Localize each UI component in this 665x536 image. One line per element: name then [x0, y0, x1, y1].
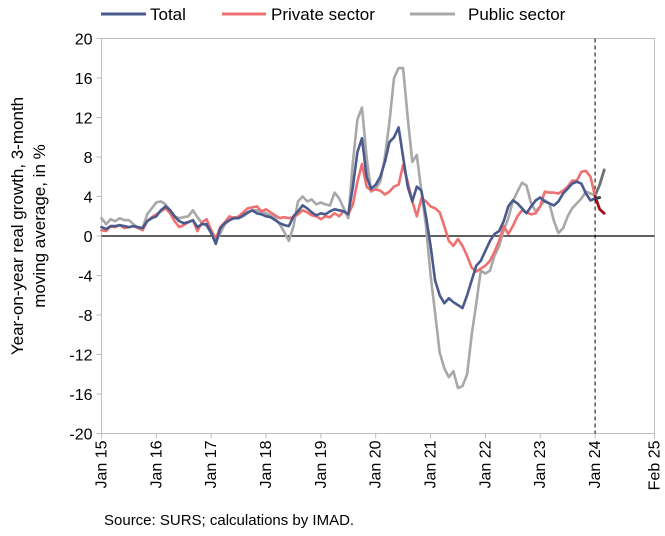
y-tick-label: 12: [75, 111, 93, 128]
y-tick-label: -8: [78, 308, 92, 325]
y-tick-label: -16: [69, 387, 92, 404]
x-tick-label: Feb 25: [647, 440, 664, 490]
x-tick-label: Jan 19: [313, 440, 330, 488]
x-tick-label: Jan 21: [423, 440, 440, 488]
legend-label-private: Private sector: [271, 5, 375, 24]
x-tick-label: Jan 22: [477, 440, 494, 488]
y-axis-label-line-1: Year-on-year real growth, 3-month: [8, 97, 27, 355]
series-line-total: [100, 126, 597, 310]
x-tick-label: Jan 16: [148, 440, 165, 488]
x-tick-label: Jan 17: [203, 440, 220, 488]
legend: Total Private sector Public sector: [101, 5, 566, 24]
series-line-public: [100, 66, 597, 390]
x-tick-label: Jan 23: [532, 440, 549, 488]
y-tick-label: -20: [69, 427, 92, 444]
x-tick-label: Jan 15: [94, 440, 111, 488]
y-axis-label: Year-on-year real growth, 3-month moving…: [8, 97, 49, 355]
y-tick-label: 8: [84, 150, 93, 167]
series-line-private-recent: [593, 195, 606, 215]
y-axis-label-line-2: moving average, in %: [30, 144, 49, 307]
x-tick-labels: Jan 15 Jan 16 Jan 17 Jan 18 Jan 19 Jan 20 Jan …: [94, 433, 664, 490]
series-lines: [100, 66, 606, 390]
y-tick-label: 4: [84, 190, 93, 207]
series-line-public-recent: [593, 168, 606, 197]
legend-label-public: Public sector: [468, 5, 566, 24]
y-tick-label: -12: [69, 348, 92, 365]
source-note: Source: SURS; calculations by IMAD.: [104, 512, 355, 529]
y-tick-label: 16: [75, 71, 93, 88]
y-tick-label: 0: [84, 229, 93, 246]
y-tick-label: 20: [75, 32, 93, 49]
series-line-total-recent: [593, 196, 602, 200]
x-tick-label: Jan 24: [587, 440, 604, 488]
x-tick-label: Jan 18: [258, 440, 275, 488]
x-tick-label: Jan 20: [368, 440, 385, 488]
y-tick-label: -4: [78, 269, 92, 286]
legend-label-total: Total: [150, 5, 186, 24]
y-tick-labels: 20 16 12 8 4 0 -4 -8 -12 -16 -20: [69, 32, 102, 444]
